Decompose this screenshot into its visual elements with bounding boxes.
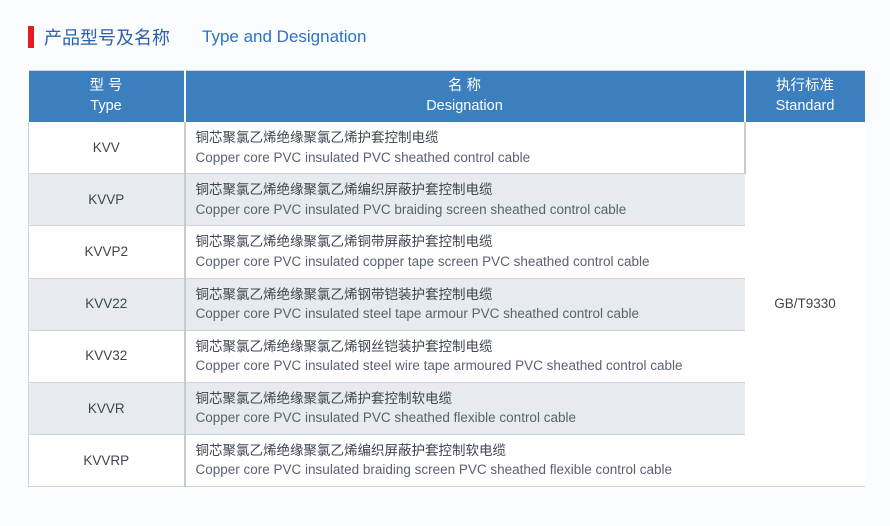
table-row: KVVP铜芯聚氯乙烯绝缘聚氯乙烯编织屏蔽护套控制电缆Copper core PV… <box>29 174 865 226</box>
designation-cell: 铜芯聚氯乙烯绝缘聚氯乙烯编织屏蔽护套控制电缆Copper core PVC in… <box>185 174 745 226</box>
designation-cn: 铜芯聚氯乙烯绝缘聚氯乙烯编织屏蔽护套控制软电缆 <box>196 441 735 461</box>
accent-bar <box>28 26 34 48</box>
designation-en: Copper core PVC insulated braiding scree… <box>196 460 735 480</box>
designation-cell: 铜芯聚氯乙烯绝缘聚氯乙烯钢带铠装护套控制电缆Copper core PVC in… <box>185 278 745 330</box>
type-cell: KVV32 <box>29 330 185 382</box>
table-row: KVV32铜芯聚氯乙烯绝缘聚氯乙烯钢丝铠装护套控制电缆Copper core P… <box>29 330 865 382</box>
type-cell: KVVRP <box>29 434 185 486</box>
title-cn: 产品型号及名称 <box>44 24 170 50</box>
designation-cn: 铜芯聚氯乙烯绝缘聚氯乙烯护套控制软电缆 <box>196 389 735 409</box>
designation-en: Copper core PVC insulated steel wire tap… <box>196 356 735 376</box>
designation-cn: 铜芯聚氯乙烯绝缘聚氯乙烯铜带屏蔽护套控制电缆 <box>196 232 735 252</box>
designation-cn: 铜芯聚氯乙烯绝缘聚氯乙烯护套控制电缆 <box>196 128 734 148</box>
title-en: Type and Designation <box>202 27 366 47</box>
type-cell: KVVR <box>29 382 185 434</box>
header-std-cn: 执行标准 <box>750 77 861 97</box>
type-cell: KVVP <box>29 174 185 226</box>
designation-table: 型 号 Type 名 称 Designation 执行标准 Standard K… <box>28 70 865 487</box>
designation-cell: 铜芯聚氯乙烯绝缘聚氯乙烯护套控制电缆Copper core PVC insula… <box>185 122 745 174</box>
type-cell: KVV22 <box>29 278 185 330</box>
header-designation: 名 称 Designation <box>185 71 745 123</box>
header-desig-cn: 名 称 <box>190 77 740 97</box>
type-cell: KVVP2 <box>29 226 185 278</box>
designation-cn: 铜芯聚氯乙烯绝缘聚氯乙烯编织屏蔽护套控制电缆 <box>196 180 735 200</box>
table-row: KVV22铜芯聚氯乙烯绝缘聚氯乙烯钢带铠装护套控制电缆Copper core P… <box>29 278 865 330</box>
designation-en: Copper core PVC insulated steel tape arm… <box>196 304 735 324</box>
type-cell: KVV <box>29 122 185 174</box>
header-std-en: Standard <box>750 97 861 117</box>
table-header-row: 型 号 Type 名 称 Designation 执行标准 Standard <box>29 71 865 123</box>
standard-cell: GB/T9330 <box>745 122 865 486</box>
designation-cn: 铜芯聚氯乙烯绝缘聚氯乙烯钢丝铠装护套控制电缆 <box>196 337 735 357</box>
designation-cell: 铜芯聚氯乙烯绝缘聚氯乙烯护套控制软电缆Copper core PVC insul… <box>185 382 745 434</box>
table-row: KVVR铜芯聚氯乙烯绝缘聚氯乙烯护套控制软电缆Copper core PVC i… <box>29 382 865 434</box>
table-row: KVVP2铜芯聚氯乙烯绝缘聚氯乙烯铜带屏蔽护套控制电缆Copper core P… <box>29 226 865 278</box>
designation-cn: 铜芯聚氯乙烯绝缘聚氯乙烯钢带铠装护套控制电缆 <box>196 285 735 305</box>
designation-en: Copper core PVC insulated PVC sheathed f… <box>196 408 735 428</box>
designation-cell: 铜芯聚氯乙烯绝缘聚氯乙烯铜带屏蔽护套控制电缆Copper core PVC in… <box>185 226 745 278</box>
section-title: 产品型号及名称 Type and Designation <box>28 24 862 50</box>
designation-en: Copper core PVC insulated PVC sheathed c… <box>196 148 734 168</box>
designation-cell: 铜芯聚氯乙烯绝缘聚氯乙烯钢丝铠装护套控制电缆Copper core PVC in… <box>185 330 745 382</box>
table-row: KVVRP铜芯聚氯乙烯绝缘聚氯乙烯编织屏蔽护套控制软电缆Copper core … <box>29 434 865 486</box>
designation-cell: 铜芯聚氯乙烯绝缘聚氯乙烯编织屏蔽护套控制软电缆Copper core PVC i… <box>185 434 745 486</box>
designation-en: Copper core PVC insulated PVC braiding s… <box>196 200 735 220</box>
designation-en: Copper core PVC insulated copper tape sc… <box>196 252 735 272</box>
table-row: KVV铜芯聚氯乙烯绝缘聚氯乙烯护套控制电缆Copper core PVC ins… <box>29 122 865 174</box>
header-type: 型 号 Type <box>29 71 185 123</box>
header-standard: 执行标准 Standard <box>745 71 865 123</box>
header-desig-en: Designation <box>190 97 740 117</box>
header-type-cn: 型 号 <box>33 77 180 97</box>
header-type-en: Type <box>33 97 180 117</box>
